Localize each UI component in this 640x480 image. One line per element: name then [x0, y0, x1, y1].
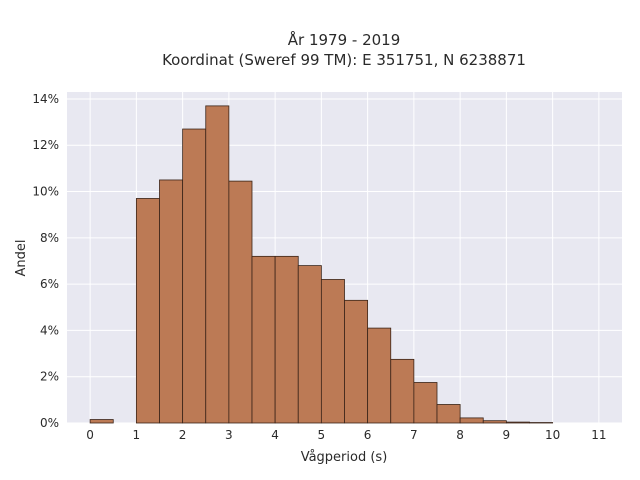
histogram-bar [459, 417, 484, 424]
y-tick-label: 8% [40, 231, 59, 245]
histogram-bar [482, 420, 507, 424]
histogram-bar [228, 180, 253, 424]
x-axis-label: Vågperiod (s) [301, 450, 388, 465]
histogram-bar [135, 198, 160, 424]
y-tick-label: 14% [32, 92, 59, 106]
x-tick-label: 10 [545, 428, 560, 442]
histogram-bar [159, 179, 184, 424]
histogram-bar [344, 299, 369, 424]
axis-ticks: 0 1 2 3 4 5 6 7 8 9 10 11 0% 2% 4% 6% 8% 10% 12% 14% [32, 92, 606, 442]
histogram-bar [367, 327, 392, 424]
y-tick-label: 2% [40, 370, 59, 384]
histogram-bar [89, 419, 114, 424]
x-tick-label: 3 [225, 428, 233, 442]
x-tick-label: 9 [503, 428, 511, 442]
histogram-bar [436, 404, 461, 424]
y-axis-label: Andel [14, 240, 29, 277]
histogram-bar [297, 265, 322, 424]
histogram-bar [320, 279, 345, 424]
y-tick-label: 12% [32, 138, 59, 152]
x-tick-label: 4 [271, 428, 279, 442]
x-tick-label: 7 [410, 428, 418, 442]
histogram-bar [505, 421, 530, 424]
chart-title-line1: År 1979 - 2019 [288, 30, 401, 49]
y-tick-label: 0% [40, 416, 59, 430]
chart-title-line2: Koordinat (Sweref 99 TM): E 351751, N 62… [162, 51, 526, 69]
y-tick-label: 6% [40, 277, 59, 291]
histogram-bar [205, 105, 230, 424]
x-tick-label: 1 [133, 428, 141, 442]
x-tick-label: 6 [364, 428, 372, 442]
histogram-bar [182, 128, 207, 424]
x-tick-label: 0 [86, 428, 94, 442]
y-tick-label: 10% [32, 185, 59, 199]
x-tick-label: 5 [318, 428, 326, 442]
histogram-bar [274, 255, 299, 424]
histogram-bar [390, 358, 415, 424]
x-tick-label: 8 [456, 428, 464, 442]
x-tick-label: 11 [591, 428, 606, 442]
histogram-bar [413, 382, 438, 424]
y-tick-label: 4% [40, 323, 59, 337]
x-tick-label: 2 [179, 428, 187, 442]
histogram-bar [251, 255, 276, 424]
histogram-bars [89, 105, 554, 424]
